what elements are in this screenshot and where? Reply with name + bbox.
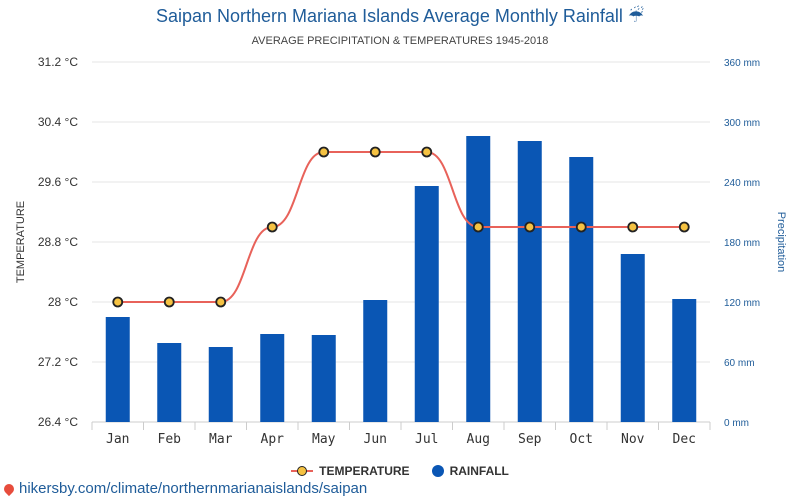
- rainfall-bar-apr: [260, 334, 285, 422]
- temperature-point-oct: [575, 221, 587, 233]
- temperature-point-sep: [524, 221, 536, 233]
- legend: TEMPERATURE RAINFALL: [0, 464, 800, 478]
- y-right-tick-label: 240 mm: [724, 178, 760, 189]
- temperature-point-apr: [266, 221, 278, 233]
- y-left-tick-label: 30.4 °C: [38, 115, 78, 129]
- y-left-axis-title: TEMPERATURE: [15, 201, 27, 283]
- x-tick-label: Dec: [673, 432, 696, 447]
- temperature-point-jun: [369, 146, 381, 158]
- rainfall-bar-jan: [105, 317, 130, 422]
- y-left-tick-label: 26.4 °C: [38, 415, 78, 429]
- rainfall-bar-nov: [620, 254, 645, 422]
- rainfall-bar-dec: [672, 299, 697, 422]
- x-tick-label: Jul: [415, 432, 438, 447]
- rainfall-bar-jul: [414, 186, 439, 422]
- source-url: hikersby.com/climate/northernmarianaisla…: [19, 480, 368, 497]
- y-right-tick-label: 300 mm: [724, 118, 760, 129]
- x-tick-label: Sep: [518, 432, 542, 447]
- x-tick-label: Oct: [570, 432, 593, 447]
- temperature-point-may: [318, 146, 330, 158]
- y-right-tick-label: 0 mm: [724, 418, 749, 429]
- temperature-line: [117, 151, 685, 303]
- y-left-tick-label: 29.6 °C: [38, 175, 78, 189]
- chart-subtitle: AVERAGE PRECIPITATION & TEMPERATURES 194…: [251, 35, 549, 47]
- rainfall-bar-aug: [466, 136, 491, 422]
- temperature-point-dec: [678, 221, 690, 233]
- x-tick-label: Apr: [261, 432, 285, 447]
- temperature-legend-icon: [291, 465, 314, 477]
- y-left-tick-label: 28.8 °C: [38, 235, 78, 249]
- y-left-tick-label: 31.2 °C: [38, 55, 78, 69]
- legend-item-temperature[interactable]: TEMPERATURE: [291, 464, 410, 478]
- legend-item-rainfall[interactable]: RAINFALL: [431, 464, 509, 478]
- rainfall-bar-sep: [517, 141, 542, 422]
- x-tick-label: Mar: [209, 432, 233, 447]
- legend-label-temperature: TEMPERATURE: [319, 464, 410, 478]
- rainfall-legend-icon: [431, 465, 444, 477]
- temperature-point-mar: [215, 296, 227, 308]
- rainfall-bar-mar: [208, 347, 233, 422]
- legend-label-rainfall: RAINFALL: [449, 464, 509, 478]
- chart-title: Saipan Northern Mariana Islands Average …: [155, 6, 645, 26]
- y-left-tick-label: 27.2 °C: [38, 355, 78, 369]
- location-pin-icon: [1, 481, 17, 496]
- rainfall-bar-jun: [363, 300, 388, 422]
- temperature-point-jul: [421, 146, 433, 158]
- y-right-tick-label: 120 mm: [724, 298, 760, 309]
- y-right-tick-label: 180 mm: [724, 238, 760, 249]
- x-tick-label: Aug: [467, 432, 490, 447]
- temperature-point-aug: [472, 221, 484, 233]
- y-left-tick-label: 28 °C: [48, 295, 78, 309]
- x-tick-label: May: [312, 432, 336, 447]
- y-right-tick-label: 360 mm: [724, 58, 760, 69]
- y-right-axis-title: Precipitation: [775, 212, 787, 273]
- rainfall-bar-feb: [157, 343, 182, 422]
- x-tick-label: Jan: [106, 432, 129, 447]
- y-right-tick-label: 60 mm: [724, 358, 755, 369]
- temperature-point-jan: [112, 296, 124, 308]
- rainfall-bar-oct: [569, 157, 594, 422]
- x-tick-label: Feb: [158, 432, 182, 447]
- x-tick-label: Nov: [621, 432, 645, 447]
- source-link[interactable]: hikersby.com/climate/northernmarianaisla…: [1, 480, 368, 497]
- x-tick-label: Jun: [364, 432, 387, 447]
- temperature-point-nov: [627, 221, 639, 233]
- temperature-point-feb: [163, 296, 175, 308]
- rainfall-bar-may: [311, 335, 336, 422]
